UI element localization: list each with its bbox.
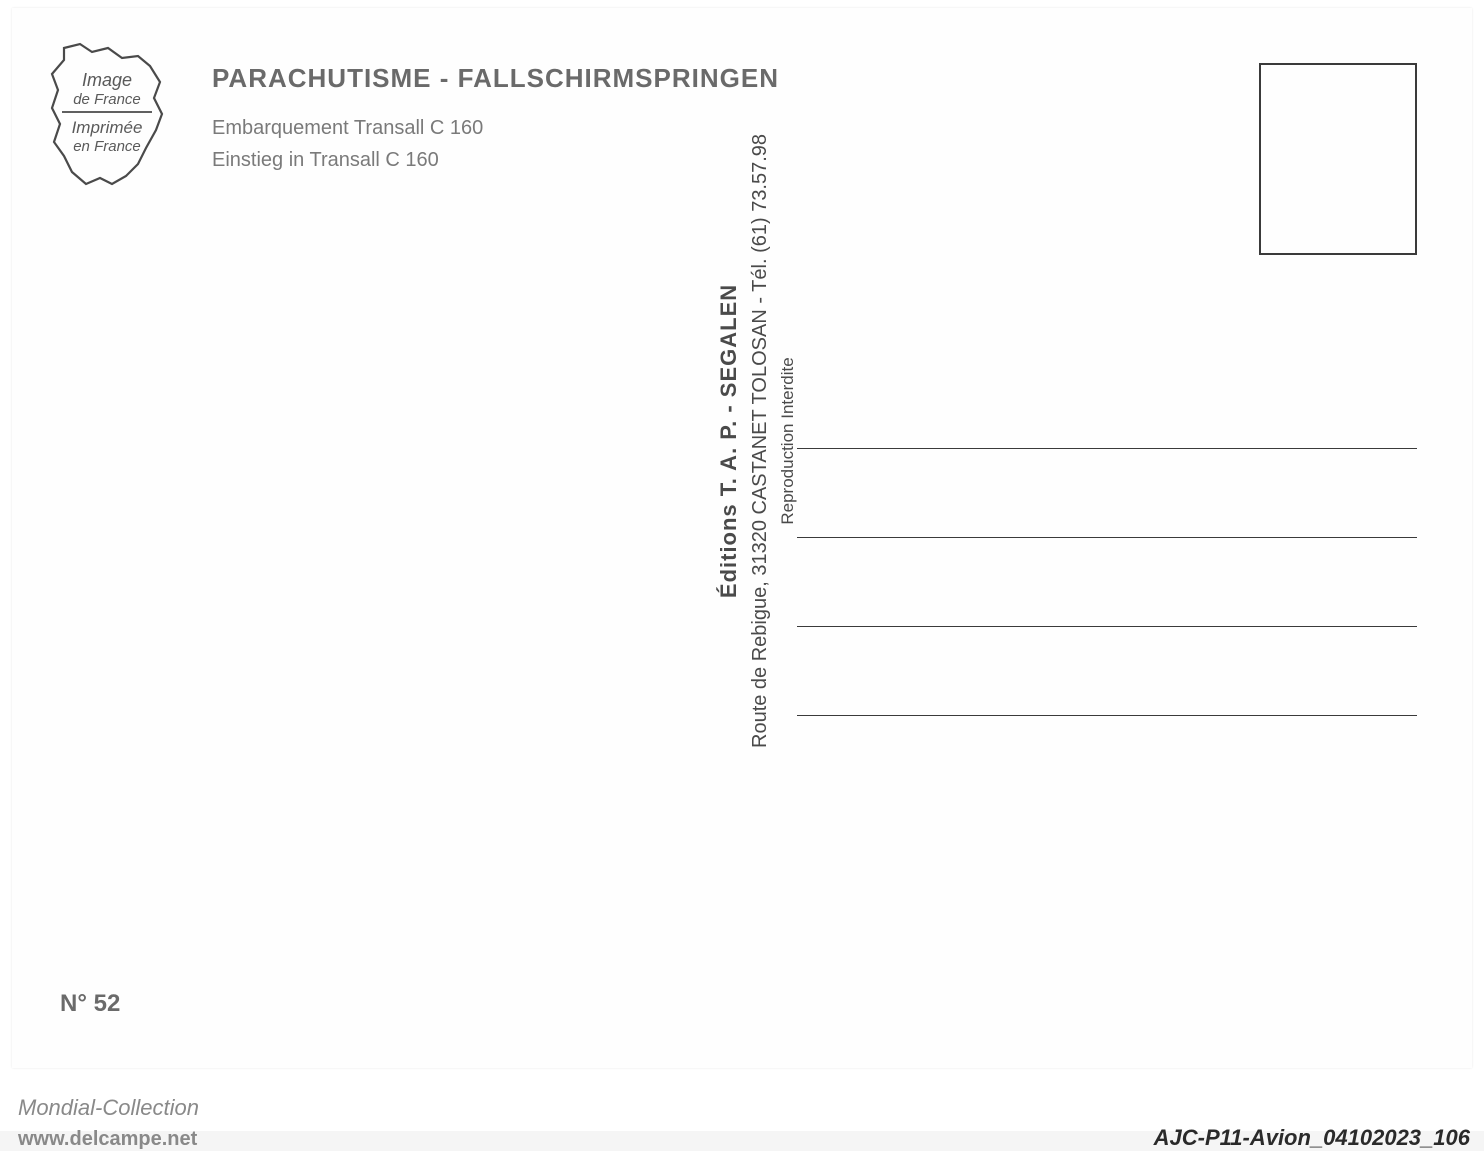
address-line — [797, 448, 1417, 449]
publisher-imprint: Éditions T. A. P. - SEGALEN Route de Reb… — [712, 134, 801, 748]
france-outline-logo: Image de France Imprimée en France — [42, 38, 172, 198]
watermark-reference: AJC-P11-Avion_04102023_106 — [1154, 1125, 1470, 1151]
title-block: PARACHUTISME - FALLSCHIRMSPRINGEN Embarq… — [212, 63, 779, 176]
watermark-url: www.delcampe.net — [18, 1128, 197, 1151]
address-line — [797, 537, 1417, 538]
postcard-title: PARACHUTISME - FALLSCHIRMSPRINGEN — [212, 63, 779, 94]
subtitle-line-1: Embarquement Transall C 160 — [212, 117, 483, 139]
address-line — [797, 626, 1417, 627]
card-number: N° 52 — [60, 990, 120, 1018]
address-lines — [797, 448, 1417, 804]
publisher-address: Route de Rebigue, 31320 CASTANET TOLOSAN… — [745, 134, 775, 748]
page-root: Image de France Imprimée en France PARAC… — [0, 0, 1484, 1131]
address-line — [797, 715, 1417, 716]
logo-text-image-de-france: Image de France — [42, 70, 172, 110]
postcard-subtitle: Embarquement Transall C 160 Einstieg in … — [212, 112, 779, 176]
watermark-collection: Mondial-Collection — [18, 1095, 199, 1121]
publisher-name: Éditions T. A. P. - SEGALEN — [712, 134, 745, 748]
stamp-box — [1259, 63, 1417, 255]
postcard-back: Image de France Imprimée en France PARAC… — [12, 8, 1472, 1068]
subtitle-line-2: Einstieg in Transall C 160 — [212, 149, 439, 171]
logo-text-imprimee-en-france: Imprimée en France — [42, 118, 172, 157]
